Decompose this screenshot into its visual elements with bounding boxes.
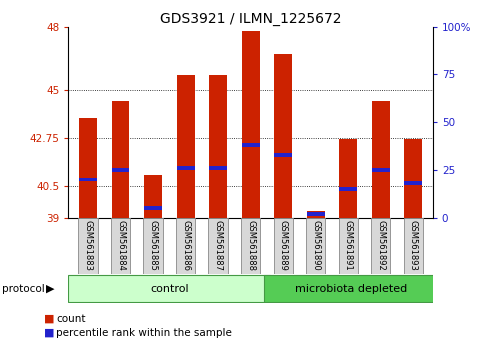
- FancyBboxPatch shape: [68, 275, 269, 302]
- Text: GSM561889: GSM561889: [278, 220, 287, 271]
- FancyBboxPatch shape: [338, 218, 357, 274]
- Text: GSM561883: GSM561883: [83, 220, 92, 271]
- Text: ■: ■: [44, 328, 54, 338]
- Text: count: count: [56, 314, 85, 324]
- Text: ▶: ▶: [45, 284, 54, 293]
- Text: GSM561887: GSM561887: [213, 220, 222, 271]
- FancyBboxPatch shape: [403, 218, 422, 274]
- Text: GSM561893: GSM561893: [408, 220, 417, 271]
- Bar: [306, 211, 324, 218]
- Text: ■: ■: [44, 314, 54, 324]
- Bar: [404, 181, 421, 185]
- Bar: [209, 166, 226, 170]
- Text: percentile rank within the sample: percentile rank within the sample: [56, 328, 232, 338]
- FancyBboxPatch shape: [241, 218, 260, 274]
- Bar: [404, 139, 421, 218]
- Text: GSM561888: GSM561888: [245, 220, 255, 271]
- Bar: [79, 178, 97, 181]
- FancyBboxPatch shape: [111, 218, 130, 274]
- Text: GSM561890: GSM561890: [310, 220, 320, 271]
- FancyBboxPatch shape: [273, 218, 292, 274]
- Text: GSM561886: GSM561886: [181, 220, 190, 271]
- FancyBboxPatch shape: [263, 275, 438, 302]
- FancyBboxPatch shape: [208, 218, 227, 274]
- Text: GSM561892: GSM561892: [375, 220, 385, 271]
- Bar: [241, 143, 259, 147]
- FancyBboxPatch shape: [305, 218, 325, 274]
- Bar: [176, 166, 194, 170]
- Bar: [274, 54, 291, 218]
- Bar: [111, 168, 129, 172]
- Bar: [144, 206, 162, 210]
- FancyBboxPatch shape: [370, 218, 389, 274]
- Bar: [339, 139, 356, 218]
- Bar: [144, 175, 162, 218]
- Text: GSM561891: GSM561891: [343, 220, 352, 271]
- Text: control: control: [150, 284, 188, 293]
- Bar: [241, 31, 259, 218]
- Text: protocol: protocol: [2, 284, 45, 293]
- FancyBboxPatch shape: [78, 218, 98, 274]
- Text: GSM561885: GSM561885: [148, 220, 157, 271]
- Bar: [176, 75, 194, 218]
- Bar: [306, 212, 324, 216]
- Text: microbiota depleted: microbiota depleted: [295, 284, 407, 293]
- Bar: [339, 187, 356, 191]
- Bar: [371, 101, 389, 218]
- Title: GDS3921 / ILMN_1225672: GDS3921 / ILMN_1225672: [160, 12, 341, 25]
- Bar: [79, 118, 97, 218]
- FancyBboxPatch shape: [143, 218, 163, 274]
- Bar: [209, 75, 226, 218]
- FancyBboxPatch shape: [176, 218, 195, 274]
- Bar: [371, 168, 389, 172]
- Text: GSM561884: GSM561884: [116, 220, 125, 271]
- Bar: [274, 153, 291, 156]
- Bar: [111, 101, 129, 218]
